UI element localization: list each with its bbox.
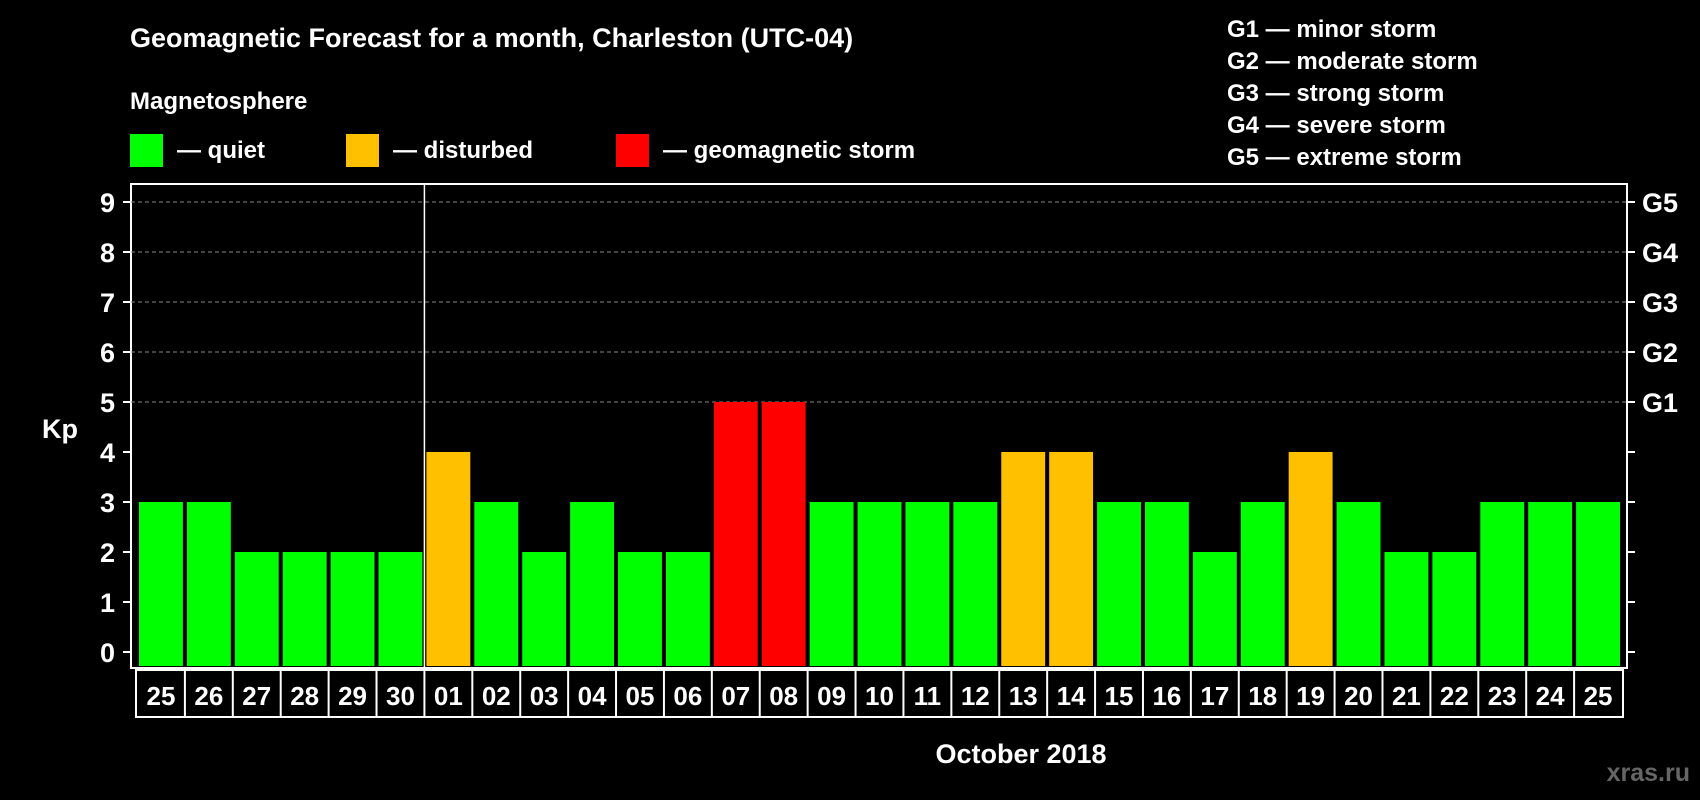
x-tick-label-12: 07 — [721, 681, 750, 711]
x-tick-label-25: 20 — [1344, 681, 1373, 711]
y-tick-label-5: 5 — [100, 388, 115, 418]
bar-5 — [378, 552, 423, 666]
x-tick-label-8: 03 — [530, 681, 559, 711]
right-tick-label-G2: G2 — [1642, 338, 1678, 368]
plot-frame — [130, 183, 1628, 669]
x-tick-label-3: 28 — [290, 681, 319, 711]
bar-13 — [761, 402, 806, 666]
bar-20 — [1097, 502, 1141, 666]
x-tick-label-26: 21 — [1392, 681, 1421, 711]
x-tick-label-27: 22 — [1440, 681, 1469, 711]
x-label-frame — [135, 669, 1624, 718]
g-scale-item-2: G3 — strong storm — [1227, 80, 1444, 107]
bar-23 — [1240, 502, 1285, 666]
g-scale-item-4: G5 — extreme storm — [1227, 144, 1462, 171]
bar-7 — [474, 502, 519, 666]
bar-30 — [1576, 502, 1620, 666]
y-tick-label-2: 2 — [100, 538, 115, 568]
y-tick-label-4: 4 — [100, 438, 115, 468]
bar-19 — [1049, 452, 1094, 666]
g-scale-item-3: G4 — severe storm — [1227, 112, 1446, 139]
x-tick-label-18: 13 — [1009, 681, 1038, 711]
x-tick-label-21: 16 — [1152, 681, 1181, 711]
right-tick-label-G1: G1 — [1642, 388, 1678, 418]
bar-17 — [953, 502, 998, 666]
right-tick-label-G5: G5 — [1642, 188, 1678, 218]
bar-21 — [1144, 502, 1189, 666]
x-tick-label-17: 12 — [961, 681, 990, 711]
g-scale-item-0: G1 — minor storm — [1227, 16, 1436, 43]
x-tick-label-4: 29 — [338, 681, 367, 711]
x-tick-label-28: 23 — [1488, 681, 1517, 711]
bar-25 — [1336, 502, 1381, 666]
legend-label-2: — geomagnetic storm — [663, 137, 915, 164]
x-tick-label-22: 17 — [1200, 681, 1229, 711]
x-tick-label-1: 26 — [194, 681, 223, 711]
x-tick-label-14: 09 — [817, 681, 846, 711]
bar-8 — [522, 552, 567, 666]
watermark: xras.ru — [1607, 759, 1690, 787]
y-tick-label-0: 0 — [100, 638, 115, 668]
bar-9 — [570, 502, 615, 666]
bar-6 — [426, 452, 471, 666]
g-scale-item-1: G2 — moderate storm — [1227, 48, 1478, 75]
x-tick-label-10: 05 — [626, 681, 655, 711]
bar-29 — [1528, 502, 1573, 666]
bar-3 — [282, 552, 327, 666]
y-tick-label-9: 9 — [100, 188, 115, 218]
right-tick-label-G3: G3 — [1642, 288, 1678, 318]
bar-27 — [1432, 552, 1477, 666]
bar-2 — [234, 552, 279, 666]
bar-16 — [905, 502, 950, 666]
x-tick-label-19: 14 — [1057, 681, 1086, 711]
x-tick-label-11: 06 — [673, 681, 702, 711]
y-tick-label-6: 6 — [100, 338, 115, 368]
month-label: October 2018 — [935, 739, 1106, 769]
bar-15 — [857, 502, 902, 666]
bar-26 — [1384, 552, 1429, 666]
bar-28 — [1480, 502, 1525, 666]
chart-title: Geomagnetic Forecast for a month, Charle… — [130, 23, 853, 53]
legend-swatch-1 — [346, 134, 379, 167]
bar-0 — [139, 502, 183, 666]
x-tick-label-23: 18 — [1248, 681, 1277, 711]
bar-18 — [1001, 452, 1046, 666]
legend-label-0: — quiet — [177, 137, 265, 164]
bar-22 — [1192, 552, 1237, 666]
bar-4 — [330, 552, 375, 666]
legend-swatch-0 — [130, 134, 163, 167]
x-tick-label-24: 19 — [1296, 681, 1325, 711]
x-tick-label-7: 02 — [482, 681, 511, 711]
y-axis-label: Kp — [42, 414, 78, 444]
x-tick-label-0: 25 — [146, 681, 175, 711]
bar-24 — [1288, 452, 1333, 666]
bar-12 — [713, 402, 758, 666]
x-tick-label-6: 01 — [434, 681, 463, 711]
x-tick-label-15: 10 — [865, 681, 894, 711]
right-tick-label-G4: G4 — [1642, 238, 1678, 268]
x-tick-label-20: 15 — [1105, 681, 1134, 711]
bar-10 — [618, 552, 662, 666]
y-tick-label-3: 3 — [100, 488, 115, 518]
x-tick-label-2: 27 — [242, 681, 271, 711]
x-tick-label-29: 24 — [1536, 681, 1565, 711]
bar-11 — [665, 552, 710, 666]
x-tick-label-30: 25 — [1584, 681, 1613, 711]
legend-label-1: — disturbed — [393, 137, 533, 164]
legend-title: Magnetosphere — [130, 88, 307, 115]
x-tick-label-9: 04 — [578, 681, 607, 711]
x-tick-label-16: 11 — [914, 681, 942, 711]
bar-1 — [186, 502, 231, 666]
y-tick-label-1: 1 — [100, 588, 115, 618]
y-tick-label-8: 8 — [100, 238, 115, 268]
legend-swatch-2 — [616, 134, 649, 167]
bar-14 — [809, 502, 854, 666]
x-tick-label-13: 08 — [769, 681, 798, 711]
x-tick-label-5: 30 — [386, 681, 415, 711]
legend: — quiet — disturbed — geomagnetic storm — [130, 134, 915, 167]
g-scale-legend: G1 — minor storm G2 — moderate storm G3 — … — [1227, 16, 1478, 171]
y-tick-label-7: 7 — [100, 288, 115, 318]
